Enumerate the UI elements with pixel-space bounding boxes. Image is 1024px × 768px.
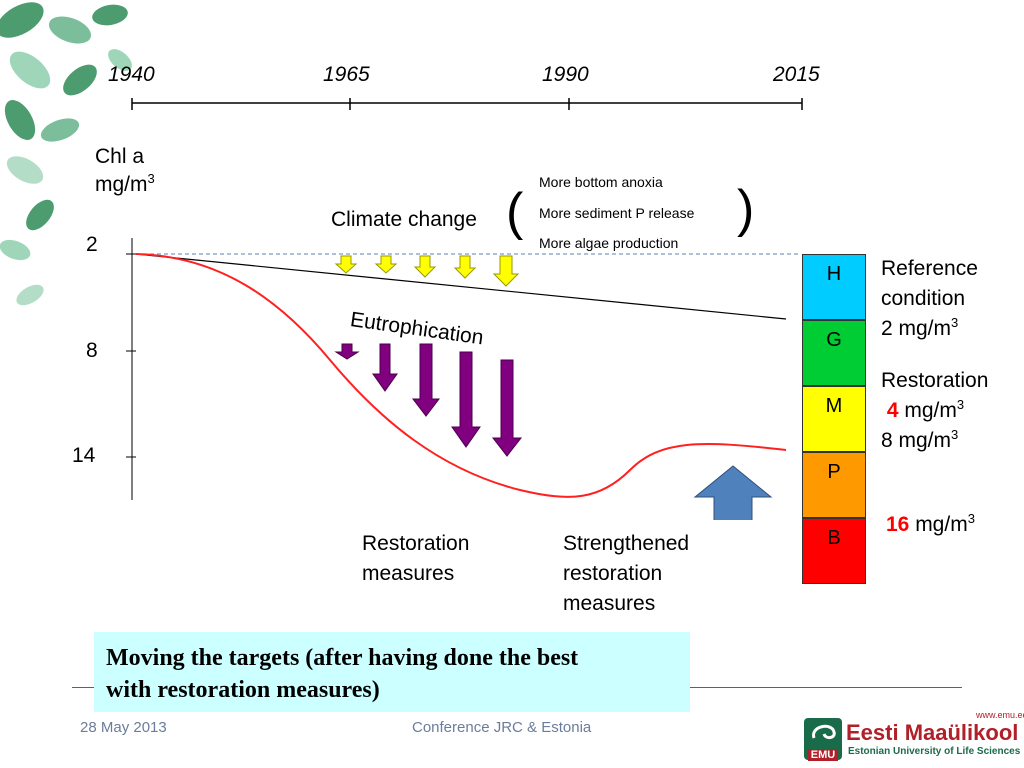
bad-threshold-text: 16 mg/m3 <box>886 511 975 536</box>
status-class-good: G <box>802 320 866 386</box>
logo-swirl-icon <box>812 724 836 740</box>
climate-effect: More sediment P release <box>539 205 695 221</box>
climate-effect: More algae production <box>539 235 679 251</box>
strengthened-measures-label: Strengthened restoration measures <box>563 532 690 615</box>
status-class-poor: P <box>802 452 866 518</box>
year-label: 2015 <box>773 63 820 86</box>
year-label: 1965 <box>323 63 370 86</box>
y-tick-label: 14 <box>72 444 96 467</box>
year-label: 1990 <box>542 63 589 86</box>
status-class-moderate: M <box>802 386 866 452</box>
close-parenthesis: ) <box>737 180 755 238</box>
strengthened-restoration-arrow <box>693 465 773 520</box>
climate-arrows <box>334 255 520 287</box>
footer-conference: Conference JRC & Estonia <box>412 719 592 736</box>
status-class-bad: B <box>802 518 866 584</box>
restoration-measures-label: Restoration measures <box>362 532 470 585</box>
timeline-axis <box>131 98 803 110</box>
year-label: 1940 <box>108 63 155 86</box>
reference-condition-text: Reference condition 2 mg/m3 <box>881 257 978 340</box>
open-parenthesis: ( <box>506 183 524 241</box>
climate-change-label: Climate change <box>331 208 477 231</box>
climate-trend-line <box>135 253 787 320</box>
footer-date: 28 May 2013 <box>80 719 167 736</box>
conclusion-banner: Moving the targets (after having done th… <box>94 632 690 712</box>
status-class-high: H <box>802 254 866 320</box>
logo-abbr: EMU <box>808 749 838 761</box>
chlorophyll-curve <box>135 253 787 498</box>
eutrophication-arrows <box>334 343 523 457</box>
logo-url: www.emu.ee <box>976 710 1024 720</box>
plot-area <box>126 238 800 520</box>
logo-subtitle: Estonian University of Life Sciences <box>848 746 1021 757</box>
restoration-targets-text: Restoration 4 mg/m3 8 mg/m3 <box>881 369 989 452</box>
logo-name: Eesti Maaülikool <box>846 720 1019 745</box>
y-tick-label: 8 <box>86 339 98 362</box>
y-tick-label: 2 <box>86 233 98 256</box>
logo-mark: EMU <box>804 718 842 761</box>
climate-effect: More bottom anoxia <box>539 174 663 190</box>
leaf-decoration <box>0 2 132 306</box>
y-axis-title: Chl a mg/m3 <box>95 145 155 196</box>
